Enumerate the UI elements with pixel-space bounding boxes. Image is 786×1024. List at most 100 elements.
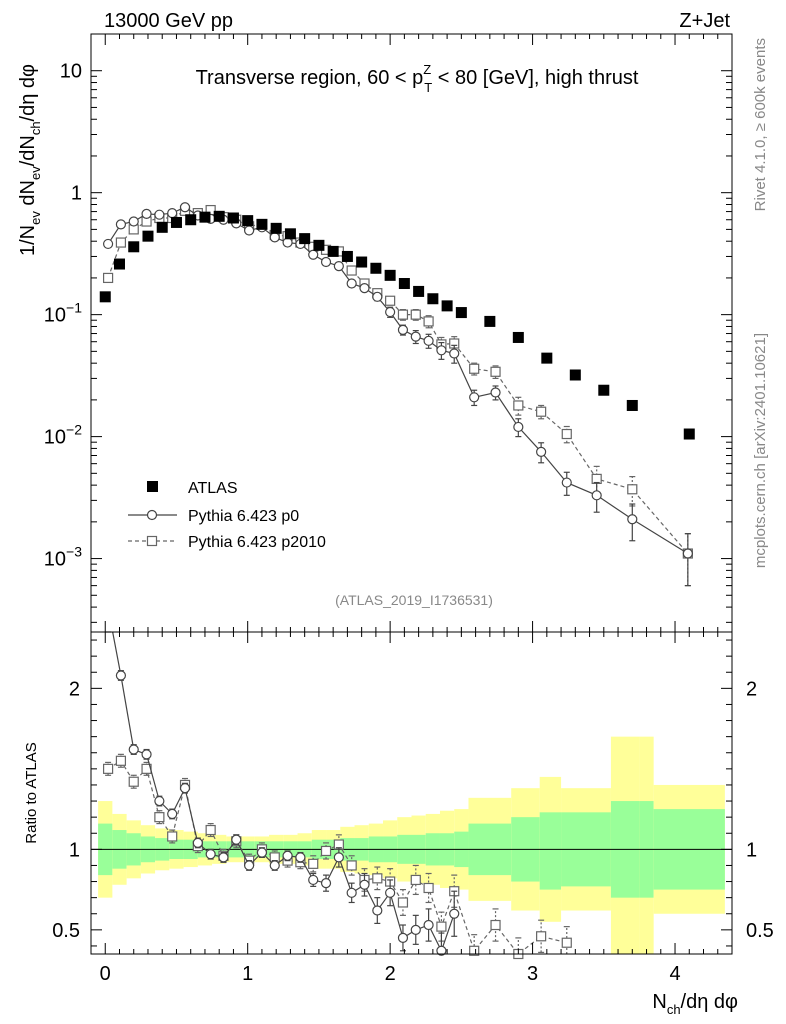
atlas-point [313,239,325,251]
legend-label-p0: Pythia 6.423 p0 [188,508,299,525]
y-tick-label: 10−2 [44,422,82,449]
x-axis-label: Nch/dη dφ [652,991,738,1017]
p0-ratio-point [333,852,344,863]
y-tick-label-exponent: −3 [66,544,82,560]
p0-point [372,291,383,302]
p0-point [627,514,638,525]
atlas-point [356,256,368,268]
p0-ratio-point [269,860,280,871]
p2010-ratio-point [167,831,178,842]
p2010-point [346,265,357,276]
p0-ratio-point [359,879,370,890]
p0-point [385,306,396,318]
p2010-point [513,400,524,411]
p0-point [561,477,572,488]
atlas-point [370,262,382,274]
atlas-point [384,269,396,281]
p2010-point [536,406,547,417]
y-tick-label-base: 10 [44,549,66,571]
atlas-point [427,293,439,305]
p0-point [490,387,501,398]
ratio-y-tick-label-right: 2 [746,678,757,700]
atlas-point [99,291,111,303]
p0-ratio-point [308,874,319,886]
p0-ratio-line [112,632,455,953]
p2010-ratio-point [102,763,114,774]
p0-ratio-point [346,887,357,898]
p0-ratio-point [436,945,447,956]
p0-ratio-point [282,850,293,861]
p0-point [102,238,114,250]
atlas-point [227,212,239,224]
p0-point [320,256,332,268]
legend: ATLAS Pythia 6.423 p0 Pythia 6.423 p2010 [128,480,326,551]
ratio-band-inner [539,812,562,890]
rivet-label: Rivet 4.1.0, ≥ 600k events [752,38,769,211]
legend-label-atlas: ATLAS [188,480,238,497]
p0-ratio-point [423,919,434,931]
p2010-ratio-point [115,755,127,766]
p2010-point [490,366,501,377]
p2010-ratio-point [128,776,139,787]
p0-ratio-point [167,808,178,820]
p0-point [436,345,447,356]
p2010-ratio-point [154,812,165,823]
p2010-ratio-point [561,937,572,948]
p0-ratio-point [385,887,396,898]
atlas-point [213,210,225,222]
p0-point [244,225,255,236]
atlas-point [170,216,182,228]
p2010-ratio-point [346,860,357,871]
x-tick-label: 2 [385,963,396,985]
atlas-point [256,218,268,230]
atlas-point [128,241,140,253]
atlas-point [683,428,695,440]
p0-point [333,261,344,272]
energy-label: 13000 GeV pp [104,10,233,32]
p0-point [423,335,434,346]
ratio-plot-frame [90,631,733,955]
p0-point [346,278,357,289]
p0-ratio-point [231,834,242,845]
y-tick-label-exponent: −1 [66,300,82,316]
p0-point [141,208,152,219]
p0-ratio-point [205,849,216,860]
atlas-point [113,258,125,270]
p0-ratio-point [192,837,203,849]
atlas-point [455,307,467,319]
atlas-point [284,228,296,240]
p2010-point [627,484,638,495]
p0-ratio-point [295,852,306,863]
p0-ratio-point [115,670,127,681]
p0-point [682,548,693,559]
atlas-point [142,230,154,242]
p0-ratio-point [179,783,191,794]
p0-point [154,209,165,220]
p0-point [115,219,127,230]
p2010-ratio-point [372,873,383,884]
p2010-ratio-point [397,897,409,908]
ratio-y-tick-label-right: 0.5 [746,920,774,942]
p0-point [410,331,421,342]
p0-point [359,283,370,294]
p2010-ratio-point [423,882,434,894]
x-tick-label: 1 [242,963,253,985]
y-tick-label-base: 10 [44,305,66,327]
p2010-ratio-point [469,945,480,956]
p2010-point [115,237,127,248]
atlas-point [398,278,410,290]
ratio-y-axis-label: Ratio to ATLAS [23,742,40,843]
p0-point [591,490,602,501]
y-tick-label-base: 10 [44,427,66,449]
p0-point [397,324,409,335]
p0-ratio-point [141,749,152,760]
atlas-point [327,245,339,257]
p0-line [107,206,689,555]
ratio-y-tick-label-right: 1 [746,839,757,861]
y-tick-label: 10 [60,61,82,83]
ratio-plot-panel: 0.5 0.5 1 1 2 2 0 1 2 3 4 Ratio to ATLAS Nch/dη dφ [23,631,774,1017]
p0-point [179,202,191,213]
p2010-ratio-point [308,858,319,869]
